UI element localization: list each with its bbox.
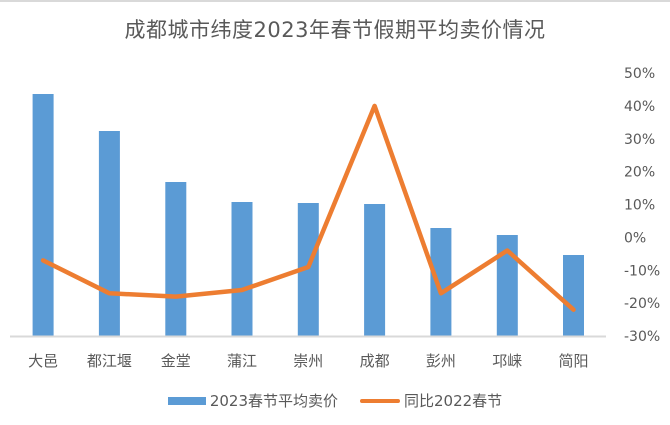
bar	[32, 94, 54, 336]
bar-series	[32, 94, 584, 336]
x-tick-label: 崇州	[293, 352, 323, 370]
line-series	[40, 103, 576, 312]
y-tick-label: 0%	[624, 230, 646, 246]
y-tick-label: 30%	[624, 132, 655, 148]
legend-line-label: 同比2022春节	[404, 392, 503, 410]
legend-item-line: 同比2022春节	[360, 390, 502, 411]
top-border	[0, 0, 670, 2]
x-tick-label: 简阳	[558, 352, 588, 370]
bar	[98, 131, 120, 336]
chart-title: 成都城市纬度2023年春节假期平均卖价情况	[124, 18, 546, 42]
bar	[364, 204, 386, 336]
bar-swatch-icon	[167, 396, 206, 405]
x-axis-labels: 大邑 都江堰 金堂 蒲江 崇州 成都 彭州 邛崃 简阳	[28, 352, 588, 370]
bar	[563, 255, 584, 336]
bar	[165, 182, 187, 336]
y-tick-label: 20%	[624, 165, 655, 181]
x-tick-label: 大邑	[28, 352, 58, 370]
bar	[297, 203, 319, 336]
y-tick-label: -10%	[624, 263, 660, 279]
legend: 2023春节平均卖价 同比2022春节	[0, 390, 670, 411]
bar	[430, 228, 452, 336]
legend-item-bar: 2023春节平均卖价	[167, 390, 338, 411]
y-tick-label: 10%	[624, 198, 655, 214]
x-tick-label: 都江堰	[87, 352, 132, 370]
y-tick-label: -20%	[624, 296, 660, 312]
y-tick-label: 40%	[624, 99, 655, 115]
y-tick-label: -30%	[624, 329, 660, 345]
bar	[231, 202, 253, 336]
x-tick-label: 邛崃	[492, 352, 522, 370]
x-tick-label: 金堂	[161, 352, 191, 370]
x-tick-label: 彭州	[426, 352, 456, 370]
x-tick-label: 蒲江	[227, 352, 257, 370]
legend-bar-label: 2023春节平均卖价	[209, 392, 338, 410]
y-tick-label: 50%	[624, 66, 655, 82]
line-swatch-icon	[360, 398, 400, 403]
x-tick-label: 成都	[360, 352, 390, 370]
bar	[496, 235, 518, 336]
secondary-y-axis: 50% 40% 30% 20% 10% 0% -10% -20% -30%	[624, 66, 660, 345]
